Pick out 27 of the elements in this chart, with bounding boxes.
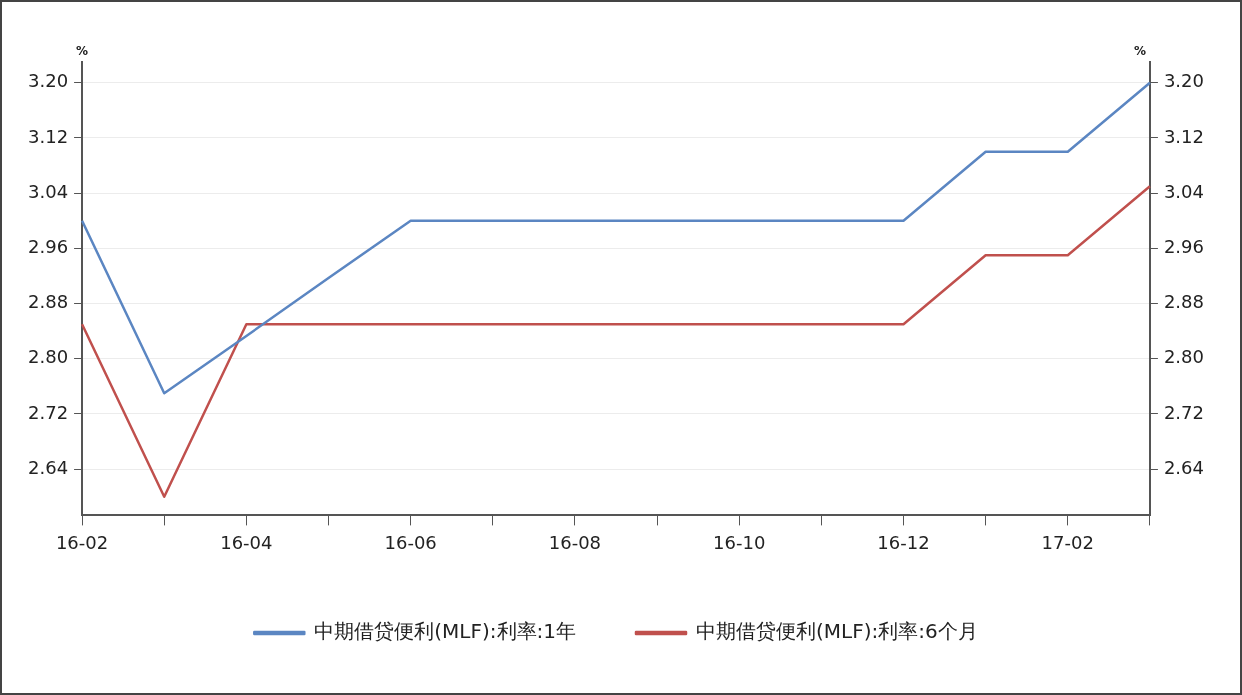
- y2-tick-label: 3.20: [1163, 70, 1204, 92]
- y2-axis-title: %: [1133, 44, 1146, 59]
- y-tick-label: 3.20: [28, 70, 69, 92]
- y2-tick-label: 2.88: [1163, 291, 1204, 313]
- legend-label: 中期借贷便利(MLF):利率:6个月: [696, 619, 978, 644]
- x-tick-label: 17-02: [1041, 531, 1094, 553]
- y-tick-label: 2.72: [28, 401, 69, 423]
- y-tick-label: 3.04: [28, 180, 69, 202]
- y-tick-label: 2.88: [28, 291, 69, 313]
- y2-tick-label: 2.72: [1163, 401, 1204, 423]
- y2-tick-label: 2.96: [1163, 236, 1204, 257]
- y-tick-label: 2.80: [28, 346, 69, 368]
- y-tick-label: 2.64: [28, 456, 69, 478]
- y2-tick-label: 3.12: [1163, 125, 1204, 147]
- x-tick-label: 16-10: [713, 531, 766, 553]
- x-tick-label: 16-04: [220, 531, 273, 553]
- y2-tick-label: 2.64: [1163, 456, 1204, 478]
- y2-tick-label: 2.80: [1163, 346, 1204, 368]
- x-tick-label: 16-12: [877, 531, 930, 553]
- y2-tick-label: 3.04: [1163, 180, 1204, 202]
- y-axis-title: %: [76, 44, 89, 59]
- y-tick-label: 3.12: [28, 125, 69, 147]
- x-tick-label: 16-06: [384, 531, 437, 553]
- legend-label: 中期借贷便利(MLF):利率:1年: [314, 619, 577, 644]
- x-tick-label: 16-02: [55, 531, 109, 553]
- x-tick-label: 16-08: [548, 531, 602, 553]
- y-tick-label: 2.96: [28, 236, 69, 257]
